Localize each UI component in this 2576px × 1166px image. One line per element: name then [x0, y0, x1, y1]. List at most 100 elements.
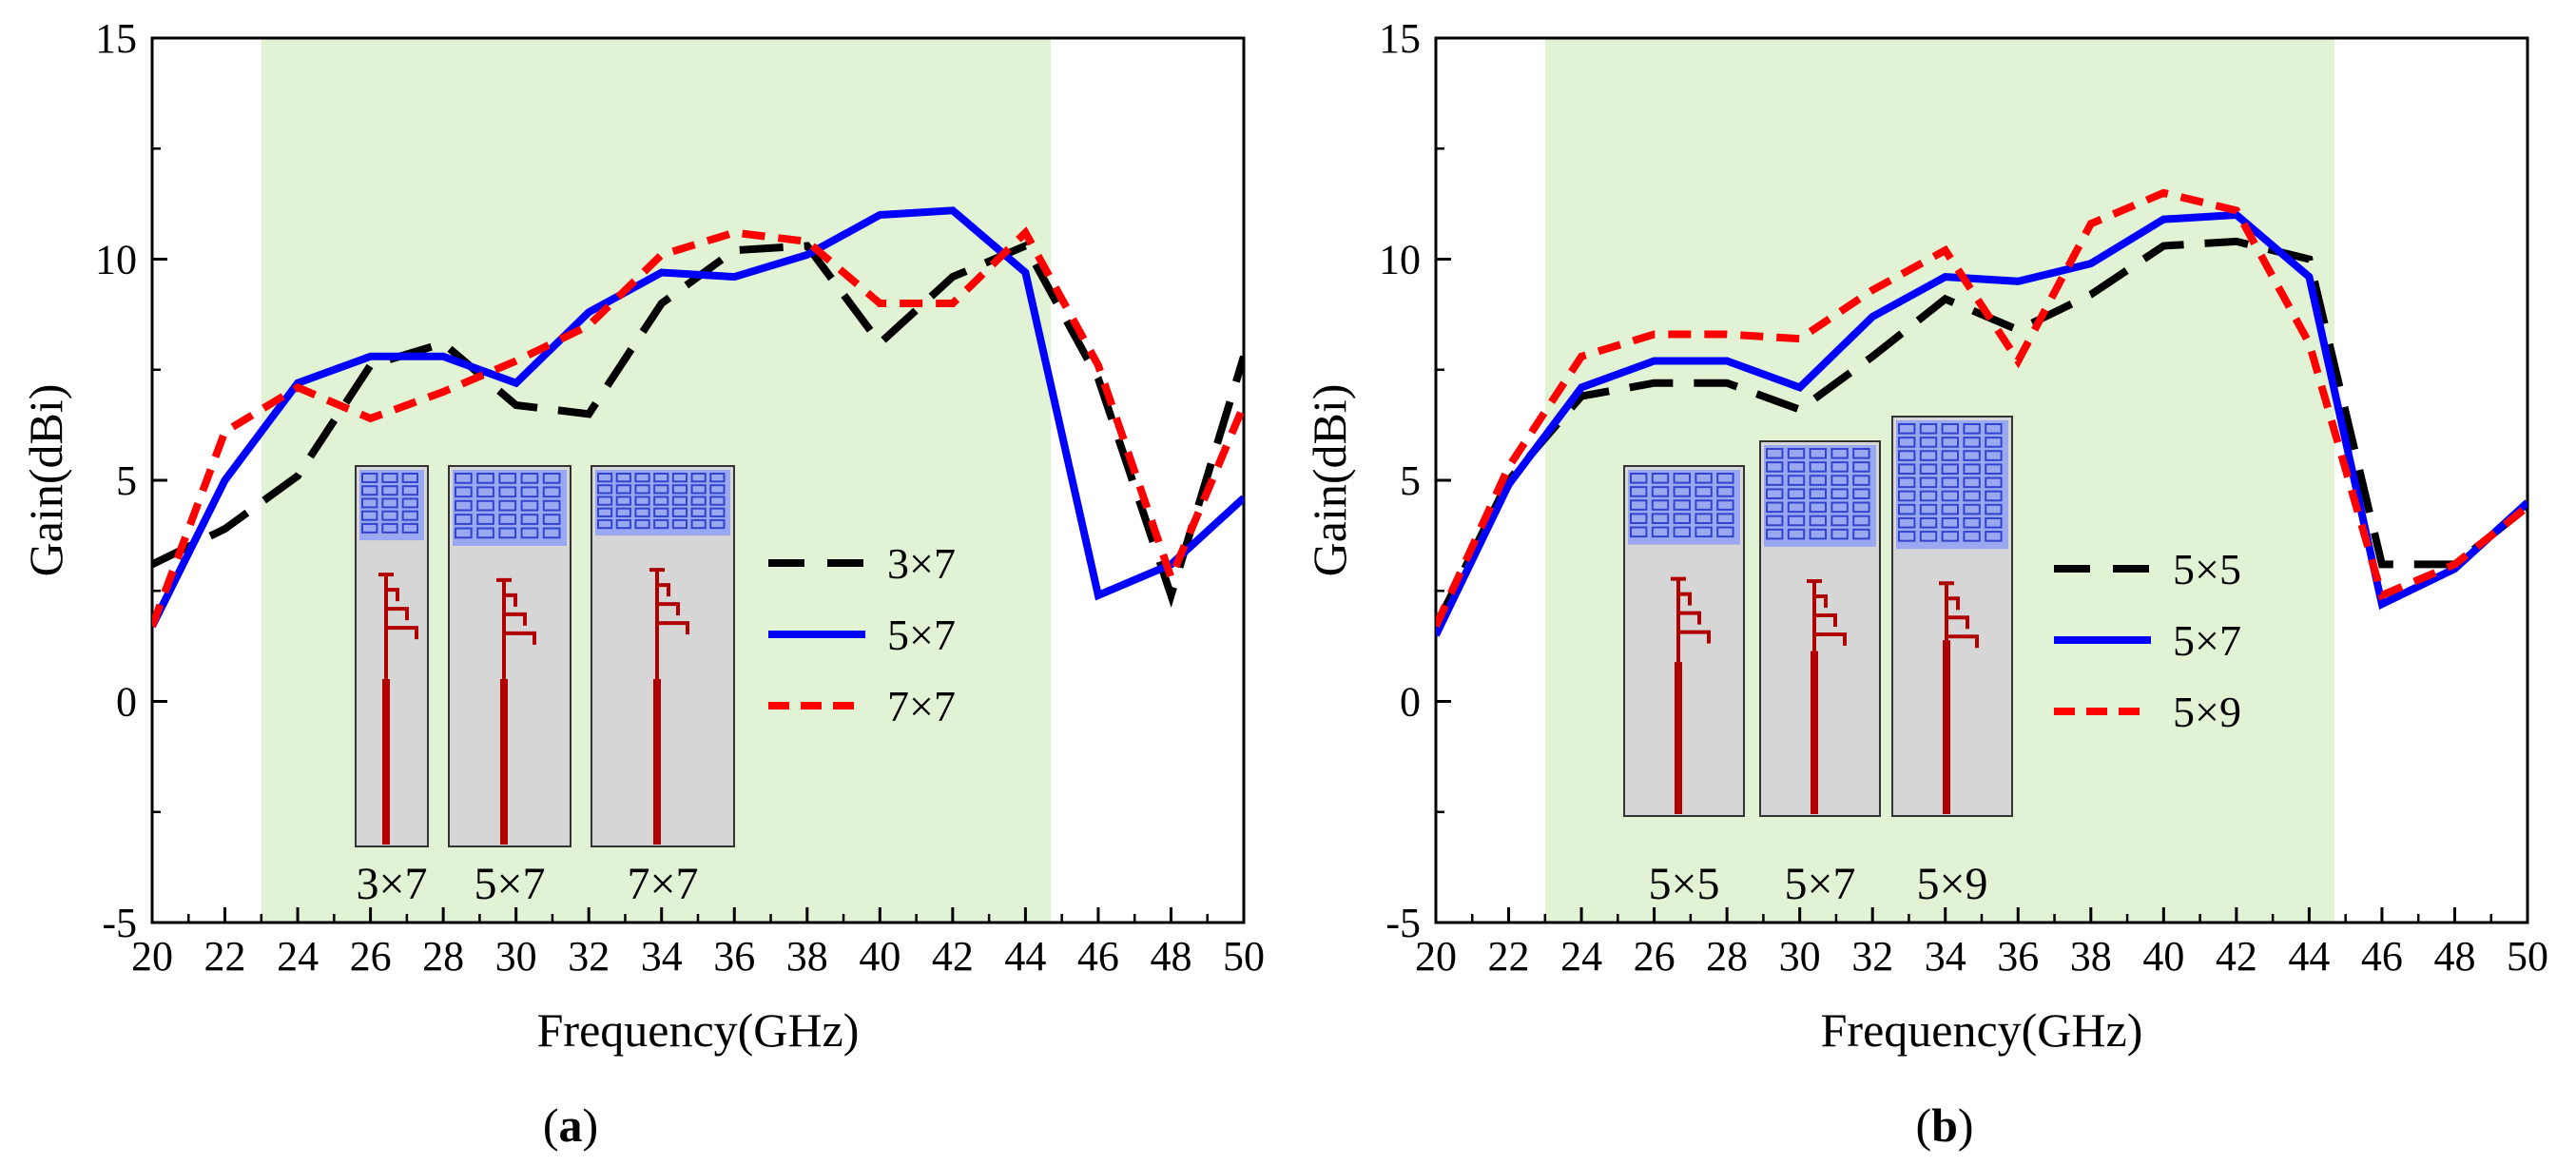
feed-line — [500, 679, 508, 845]
metasurface-cell — [690, 507, 707, 517]
x-tick-label: 36 — [1997, 933, 2039, 980]
metasurface-cell — [1809, 501, 1828, 514]
metasurface-cell — [1941, 503, 1960, 515]
metasurface-cell — [653, 518, 669, 530]
metasurface-cell — [1809, 461, 1828, 473]
metasurface-cell — [520, 514, 539, 525]
panel-label-letter: a — [559, 1098, 583, 1152]
metasurface-cell — [381, 473, 398, 483]
metasurface-cell — [1985, 450, 2003, 461]
metasurface-cell — [1673, 513, 1692, 524]
y-axis-title: Gain(dBi) — [19, 384, 72, 577]
metasurface-cell — [1898, 463, 1916, 475]
metasurface-cell — [1630, 486, 1648, 497]
metasurface-grid — [359, 470, 424, 541]
metasurface-grid — [1628, 470, 1740, 545]
metasurface-cell — [597, 484, 613, 495]
metasurface-cell — [498, 486, 517, 498]
metasurface-cell — [1695, 526, 1713, 538]
metasurface-cell — [653, 484, 669, 495]
radiator-element — [378, 573, 418, 679]
metasurface-cell — [1898, 516, 1916, 529]
metasurface-cell — [1695, 486, 1713, 497]
x-tick-label: 40 — [859, 933, 901, 980]
radiator-element — [496, 577, 536, 679]
x-tick-label: 34 — [1925, 933, 1966, 980]
metasurface-cell — [1919, 437, 1938, 448]
metasurface-cell — [1919, 490, 1938, 502]
metasurface-cell — [1963, 450, 1981, 461]
feed-line — [1811, 651, 1818, 814]
radiator-element — [1939, 581, 1979, 649]
metasurface-cell — [690, 496, 707, 506]
metasurface-cell — [1963, 463, 1981, 475]
inset-label: 5×5 — [1648, 859, 1719, 909]
metasurface-cell — [498, 473, 517, 484]
metasurface-cell — [1963, 476, 1981, 489]
metasurface-cell — [1787, 488, 1806, 499]
x-tick-label: 50 — [2507, 933, 2548, 980]
metasurface-cell — [690, 518, 707, 530]
metasurface-cell — [401, 497, 419, 509]
metasurface-cell — [615, 473, 631, 483]
metasurface-cell — [1941, 490, 1960, 502]
legend: 5×5 5×7 5×9 — [2054, 545, 2241, 736]
metasurface-cell — [1985, 437, 2003, 448]
legend-label: 5×9 — [2173, 688, 2241, 736]
metasurface-cell — [498, 499, 517, 512]
metasurface-cell — [1651, 499, 1670, 511]
metasurface-cell — [1852, 461, 1870, 473]
x-tick-label: 34 — [641, 933, 683, 980]
metasurface-cell — [1919, 463, 1938, 475]
metasurface-cell — [361, 497, 378, 509]
x-tick-label: 32 — [1851, 933, 1893, 980]
y-tick-label: -5 — [1385, 900, 1421, 946]
metasurface-cell — [709, 473, 726, 483]
metasurface-cell — [1985, 423, 2003, 435]
metasurface-cell — [1898, 490, 1916, 502]
panel-label-letter: b — [1931, 1098, 1958, 1152]
x-tick-label: 30 — [1779, 933, 1821, 980]
x-tick-label: 44 — [1004, 933, 1046, 980]
metasurface-cell — [1787, 501, 1806, 514]
metasurface-cell — [1695, 499, 1713, 511]
metasurface-cell — [1919, 423, 1938, 435]
metasurface-cell — [1787, 475, 1806, 486]
metasurface-cell — [709, 518, 726, 530]
x-tick-label: 44 — [2288, 933, 2330, 980]
panel-label-close: ) — [1958, 1098, 1974, 1152]
metasurface-cell — [1630, 473, 1648, 484]
metasurface-cell — [1787, 515, 1806, 527]
metasurface-cell — [476, 514, 494, 525]
metasurface-cell — [401, 485, 419, 496]
y-tick-label: 5 — [116, 457, 137, 504]
x-tick-label: 48 — [2433, 933, 2475, 980]
x-tick-label: 46 — [1077, 933, 1119, 980]
metasurface-cell — [1852, 475, 1870, 486]
metasurface-cell — [615, 496, 631, 506]
metasurface-cell — [1985, 516, 2003, 529]
x-tick-label: 28 — [1706, 933, 1748, 980]
x-tick-label: 38 — [2070, 933, 2112, 980]
metasurface-cell — [1716, 486, 1734, 497]
panel-label-open: ( — [1915, 1098, 1931, 1152]
metasurface-cell — [542, 473, 561, 484]
metasurface-cell — [1830, 528, 1849, 540]
x-tick-label: 28 — [422, 933, 464, 980]
metasurface-cell — [1919, 531, 1938, 542]
metasurface-cell — [597, 507, 613, 517]
metasurface-cell — [634, 507, 650, 517]
x-tick-label: 20 — [1415, 933, 1457, 980]
metasurface-cell — [1963, 516, 1981, 529]
metasurface-cell — [542, 527, 561, 539]
metasurface-cell — [615, 484, 631, 495]
metasurface-cell — [671, 473, 688, 483]
metasurface-cell — [671, 484, 688, 495]
metasurface-cell — [1941, 437, 1960, 448]
metasurface-cell — [1941, 423, 1960, 435]
metasurface-cell — [690, 473, 707, 483]
metasurface-cell — [1809, 448, 1828, 459]
metasurface-cell — [1941, 450, 1960, 461]
metasurface-cell — [361, 485, 378, 496]
metasurface-cell — [1985, 476, 2003, 489]
